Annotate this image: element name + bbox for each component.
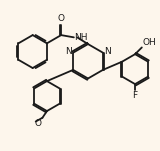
Text: O: O bbox=[35, 119, 42, 128]
Text: OH: OH bbox=[142, 38, 156, 47]
Text: NH: NH bbox=[75, 33, 88, 42]
Text: N: N bbox=[104, 47, 111, 56]
Text: F: F bbox=[132, 91, 138, 100]
Text: O: O bbox=[58, 14, 65, 23]
Text: N: N bbox=[65, 47, 72, 56]
